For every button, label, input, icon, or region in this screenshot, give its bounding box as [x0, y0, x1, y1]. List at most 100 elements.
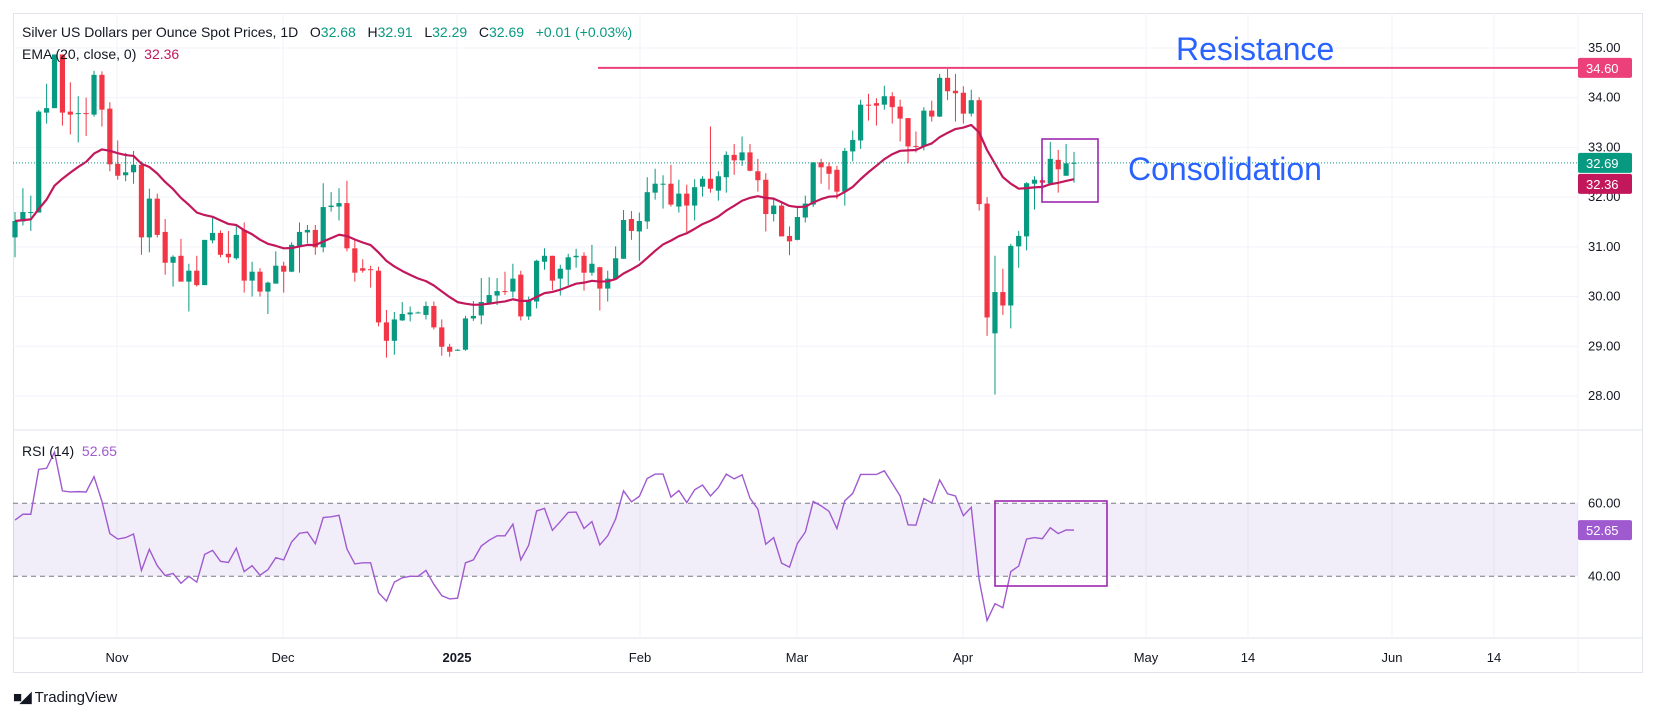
candle-body	[44, 108, 50, 113]
candle	[344, 180, 350, 252]
price-tick-label: 33.00	[1588, 139, 1621, 154]
candle	[755, 158, 761, 192]
axes: 35.0034.0033.0032.0031.0030.0029.0028.00…	[105, 40, 1632, 665]
candle	[257, 268, 263, 297]
ema-price-badge-text: 32.36	[1586, 177, 1619, 192]
candle-body	[1008, 245, 1014, 306]
candle-body	[296, 231, 303, 246]
candle-body	[502, 291, 508, 293]
rsi-line	[14, 450, 1075, 623]
candle	[28, 195, 34, 231]
candle-body	[557, 268, 563, 279]
rsi-legend[interactable]: RSI (14) 52.65	[22, 443, 117, 459]
candle-body	[834, 169, 840, 192]
candle	[494, 278, 500, 306]
time-tick-label: May	[1134, 650, 1159, 665]
candle-body	[344, 203, 350, 249]
candle-body	[241, 229, 247, 281]
resistance-price-badge: 34.60	[1578, 57, 1632, 78]
candle	[399, 302, 405, 321]
rsi-consolidation-box[interactable]	[994, 500, 1108, 587]
candle	[423, 301, 429, 320]
high-label: H	[367, 24, 378, 40]
candle-body	[881, 96, 887, 105]
candle	[992, 255, 998, 395]
consolidation-annotation[interactable]: Consolidation	[1128, 151, 1322, 187]
candle-body	[233, 234, 239, 259]
candle-body	[952, 90, 959, 94]
candle	[51, 54, 58, 109]
candle-body	[620, 219, 627, 259]
candle-body	[1031, 179, 1038, 184]
candle-body	[826, 166, 832, 174]
low-value: 32.29	[432, 24, 468, 40]
candle-body	[794, 217, 800, 240]
candle-body	[739, 152, 745, 161]
candle	[826, 162, 832, 190]
candle	[581, 252, 587, 291]
candle-body	[581, 255, 587, 273]
candle-body	[510, 278, 516, 292]
candle	[620, 210, 627, 259]
candle	[217, 230, 224, 258]
candle	[921, 107, 927, 151]
price-tick-label: 29.00	[1588, 338, 1621, 353]
candle	[549, 255, 556, 291]
candle-body	[138, 164, 145, 238]
tradingview-brand[interactable]: ■◢ TradingView	[13, 688, 117, 707]
candle-body	[873, 103, 880, 106]
candle	[1063, 143, 1069, 176]
candle	[873, 98, 880, 126]
candle-body	[439, 327, 445, 347]
candle-body	[12, 220, 18, 238]
candle	[660, 175, 666, 209]
candle-body	[897, 106, 903, 119]
candle-body	[652, 183, 658, 193]
resistance-annotation[interactable]: Resistance	[1176, 31, 1335, 67]
candle	[44, 83, 50, 124]
candle	[107, 102, 113, 172]
candle-body	[541, 255, 548, 262]
time-tick-label: Mar	[786, 650, 809, 665]
ema-price-badge-bg	[1578, 173, 1632, 194]
candle-body	[225, 253, 231, 258]
candle-body	[186, 270, 192, 282]
consolidation-box[interactable]	[1041, 138, 1099, 203]
candle	[707, 126, 714, 193]
candle-body	[707, 178, 714, 189]
candle	[162, 219, 168, 275]
ema-legend[interactable]: EMA (20, close, 0) 32.36	[22, 46, 179, 62]
candle	[115, 140, 121, 180]
candle	[454, 349, 461, 351]
candle	[739, 136, 745, 166]
candle	[59, 54, 66, 126]
resistance-price-badge-bg	[1578, 57, 1632, 78]
candle	[138, 161, 145, 255]
candle-body	[1071, 162, 1077, 164]
candle	[154, 193, 160, 238]
candle-body	[968, 100, 974, 114]
candle	[249, 261, 255, 297]
candle-body	[336, 203, 342, 207]
candle-body	[59, 54, 66, 113]
candle-body	[454, 349, 461, 351]
candle	[1023, 182, 1030, 251]
candle	[75, 96, 81, 143]
resistance-price-badge-text: 34.60	[1586, 61, 1619, 76]
candle-body	[20, 212, 26, 222]
candle-body	[36, 111, 42, 213]
candle	[178, 238, 184, 282]
candle-body	[51, 54, 58, 109]
candle-body	[383, 322, 390, 341]
candle	[794, 206, 800, 241]
candle	[897, 99, 903, 142]
candle-body	[573, 255, 579, 258]
candle-body	[28, 212, 34, 214]
candle	[944, 68, 951, 101]
candle-body	[992, 292, 998, 334]
candle-body	[447, 346, 453, 352]
candle	[1000, 268, 1006, 315]
candle-body	[810, 162, 816, 205]
candle	[518, 270, 524, 321]
